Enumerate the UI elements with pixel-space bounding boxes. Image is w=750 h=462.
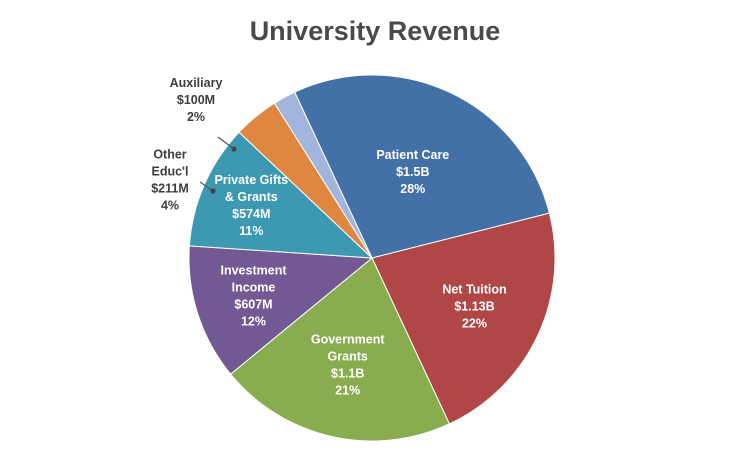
label-investment-income: Investment Income $607M 12% — [221, 264, 288, 329]
slice-percent: 22% — [462, 317, 487, 331]
slice-name: Educ'l — [151, 165, 188, 179]
slice-name: Investment — [221, 264, 288, 278]
leader-dot-other-educ-l — [210, 188, 216, 194]
slice-amount: $607M — [234, 298, 272, 312]
slice-name: Grants — [328, 350, 368, 364]
leader-line-other-educ-l — [199, 181, 214, 192]
slice-amount: $1.13B — [454, 300, 494, 314]
slice-amount: $574M — [232, 207, 270, 221]
slice-net-tuition — [371, 212, 556, 425]
leader-line-auxiliary — [217, 136, 235, 150]
slice-government-grants — [229, 257, 451, 442]
slice-name: Government — [311, 333, 385, 347]
slice-percent: 11% — [239, 224, 263, 238]
label-auxiliary: Auxiliary $100M 2% — [170, 76, 223, 124]
slice-percent: 4% — [161, 199, 179, 213]
slice-patient-care — [293, 74, 551, 259]
label-private-gifts-grants: Private Gifts & Grants $574M 11% — [214, 173, 288, 238]
slice-name: & Grants — [225, 190, 278, 204]
slice-amount: $1.5B — [396, 165, 429, 179]
slice-name: Auxiliary — [170, 76, 223, 90]
slice-name: Net Tuition — [442, 283, 506, 297]
slice-name: Private Gifts — [214, 173, 288, 187]
leader-dot-auxiliary — [231, 146, 237, 152]
slice-investment-income — [188, 245, 374, 375]
slice-name: Patient Care — [376, 148, 449, 162]
slice-percent: 28% — [400, 182, 425, 196]
label-government-grants: Government Grants $1.1B 21% — [311, 333, 385, 398]
slice-auxiliary — [273, 91, 373, 259]
label-patient-care: Patient Care $1.5B 28% — [376, 148, 449, 196]
slice-amount: $1.1B — [331, 367, 364, 381]
slice-percent: 2% — [187, 110, 205, 124]
label-other-educ-l: Other Educ'l $211M 4% — [151, 148, 189, 213]
chart-title: University Revenue — [249, 16, 501, 46]
slice-amount: $211M — [151, 182, 189, 196]
label-net-tuition: Net Tuition $1.13B 22% — [442, 283, 506, 331]
leader-lines — [199, 136, 237, 194]
slice-percent: 21% — [335, 384, 360, 398]
slice-percent: 12% — [241, 315, 266, 329]
pie-slices — [188, 74, 556, 442]
slice-amount: $100M — [177, 93, 215, 107]
slice-name: Income — [232, 281, 276, 295]
slice-name: Other — [153, 148, 186, 162]
slice-labels: Patient Care $1.5B 28% Net Tuition $1.13B 22%… — [151, 76, 506, 398]
